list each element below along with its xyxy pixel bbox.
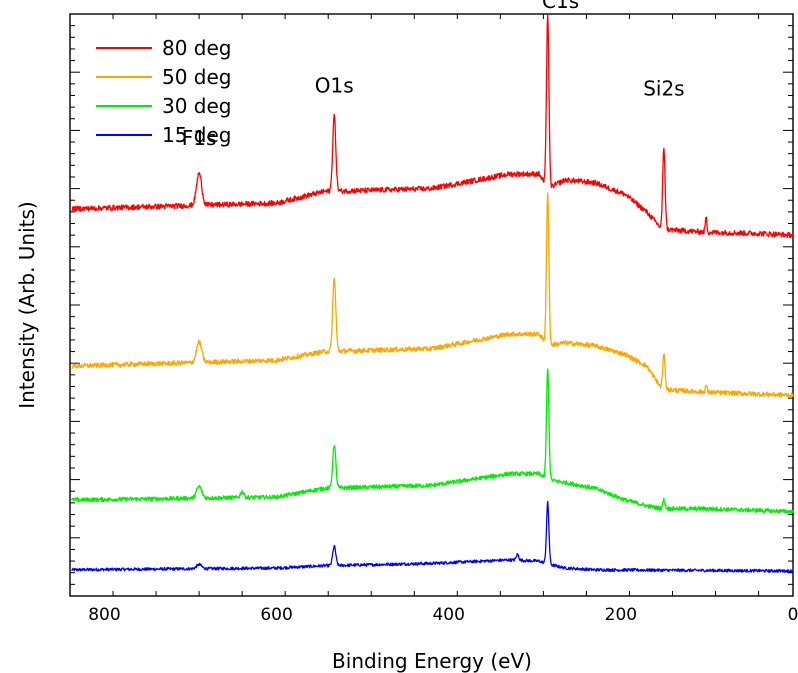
x-tick-label: 0 bbox=[788, 605, 798, 625]
x-tick-labels: 800 600 400 200 0 bbox=[88, 605, 798, 625]
peak-label: F1s bbox=[182, 126, 217, 150]
series-line-80-deg bbox=[71, 14, 794, 239]
peak-label: C1s bbox=[542, 0, 579, 13]
legend-label: 15 deg bbox=[162, 123, 232, 147]
series-line-30-deg bbox=[71, 368, 794, 515]
series-line-15-deg bbox=[71, 500, 794, 574]
legend-label: 30 deg bbox=[162, 94, 232, 118]
series-line-50-deg bbox=[71, 192, 794, 398]
axis-ticks bbox=[69, 13, 793, 597]
legend-label: 80 deg bbox=[162, 36, 232, 60]
x-tick-label: 400 bbox=[432, 605, 464, 625]
x-axis-label: Binding Energy (eV) bbox=[332, 649, 532, 673]
x-tick-label: 800 bbox=[88, 605, 120, 625]
y-axis-label: Intensity (Arb. Units) bbox=[15, 201, 39, 408]
x-tick-label: 200 bbox=[605, 605, 637, 625]
peak-label: O1s bbox=[315, 74, 354, 98]
legend: 80 deg 50 deg 30 deg 15 deg bbox=[96, 36, 232, 147]
peak-label: Si2s bbox=[643, 76, 684, 100]
peak-annotations: F1s O1s C1s Si2s bbox=[182, 0, 685, 150]
legend-label: 50 deg bbox=[162, 65, 232, 89]
x-tick-label: 600 bbox=[260, 605, 292, 625]
series-layer bbox=[71, 14, 794, 574]
